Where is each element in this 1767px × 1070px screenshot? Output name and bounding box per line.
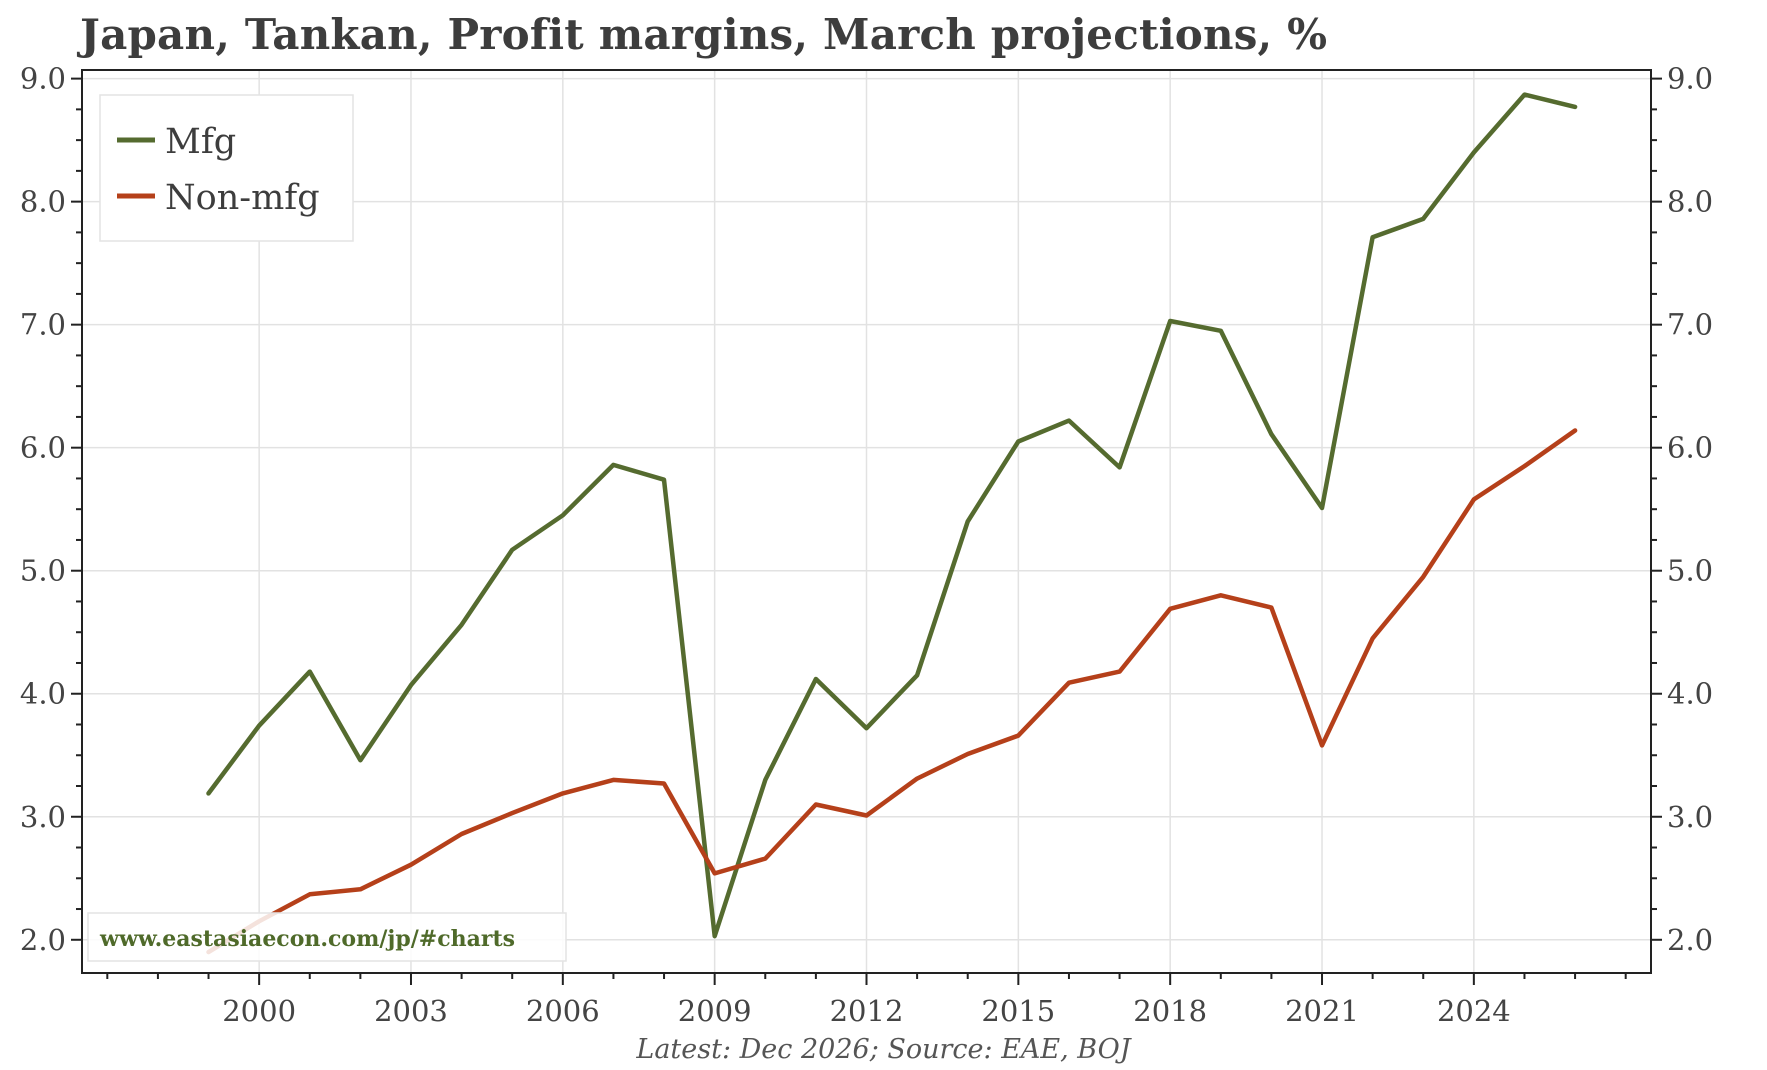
series-line-non-mfg (206, 428, 1578, 955)
axis-ticks (71, 77, 1662, 985)
y-tick-label-right: 5.0 (1667, 554, 1713, 588)
y-tick-label-left: 2.0 (20, 923, 66, 957)
legend-box (99, 94, 354, 242)
y-tick-label-right: 8.0 (1667, 185, 1713, 219)
series-line-mfg (206, 92, 1578, 939)
legend-label-mfg: Mfg (165, 122, 236, 162)
chart-title: Japan, Tankan, Profit margins, March pro… (80, 10, 1328, 59)
x-tick-label: 2024 (1437, 994, 1511, 1028)
watermark-box (87, 912, 567, 962)
x-tick-label: 2009 (678, 994, 752, 1028)
y-tick-label-left: 7.0 (20, 308, 66, 342)
y-tick-label-left: 3.0 (20, 800, 66, 834)
series-lines (206, 92, 1578, 955)
y-tick-label-left: 9.0 (20, 62, 66, 96)
y-tick-label-right: 2.0 (1667, 923, 1713, 957)
y-tick-label-right: 9.0 (1667, 62, 1713, 96)
x-tick-label: 2021 (1285, 994, 1359, 1028)
x-tick-label: 2015 (981, 994, 1055, 1028)
x-tick-label: 2018 (1133, 994, 1207, 1028)
watermark-text: www.eastasiaecon.com/jp/#charts (99, 926, 515, 952)
y-tick-label-right: 7.0 (1667, 308, 1713, 342)
source-note: Latest: Dec 2026; Source: EAE, BOJ (636, 1034, 1131, 1065)
x-tick-label: 2006 (526, 994, 600, 1028)
y-tick-label-right: 3.0 (1667, 800, 1713, 834)
tick-labels: 2.0 2.0 3.0 3.0 4.0 4.0 5.0 5.0 6.0 6.0 7.0 7.0 8.0 8… (20, 62, 1713, 1028)
y-tick-label-left: 6.0 (20, 431, 66, 465)
x-tick-label: 2012 (830, 994, 904, 1028)
legend: Mfg Non-mfg (99, 94, 354, 242)
y-tick-label-left: 5.0 (20, 554, 66, 588)
x-tick-label: 2003 (374, 994, 448, 1028)
y-tick-label-right: 6.0 (1667, 431, 1713, 465)
x-tick-label: 2000 (222, 994, 296, 1028)
watermark: www.eastasiaecon.com/jp/#charts (87, 912, 567, 962)
y-tick-label-right: 4.0 (1667, 677, 1713, 711)
legend-label-non-mfg: Non-mfg (165, 178, 320, 218)
y-tick-label-left: 8.0 (20, 185, 66, 219)
y-tick-label-left: 4.0 (20, 677, 66, 711)
